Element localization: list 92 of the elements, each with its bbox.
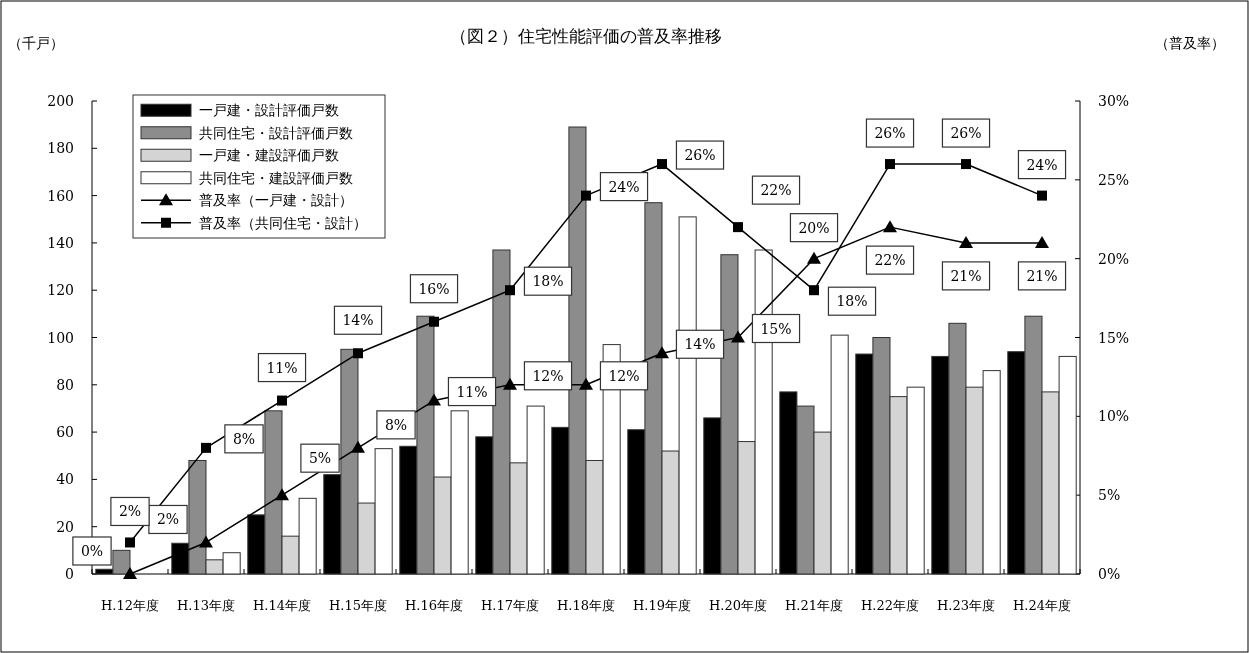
- point: [581, 190, 591, 201]
- point: [503, 377, 517, 390]
- x-tick-label: H.13年度: [176, 598, 236, 613]
- data-label: 11%: [266, 359, 298, 376]
- point: [1035, 235, 1049, 248]
- point: [125, 537, 135, 548]
- data-label: 12%: [532, 367, 564, 384]
- data-label: 14%: [684, 336, 716, 353]
- y2-tick-label: 5%: [1098, 487, 1121, 504]
- point: [885, 159, 895, 170]
- x-tick-label: H.16年度: [404, 598, 464, 613]
- y2-tick-label: 15%: [1098, 329, 1130, 346]
- legend-label: 共同住宅・建設評価戸数: [199, 169, 353, 186]
- data-label: 15%: [760, 320, 792, 337]
- data-label: 20%: [798, 219, 830, 236]
- y-tick-label: 100: [47, 329, 74, 346]
- point: [429, 316, 439, 327]
- y-tick-label: 0: [65, 566, 74, 582]
- data-label: 18%: [532, 273, 564, 290]
- data-label: 22%: [874, 252, 906, 269]
- point: [1037, 190, 1047, 201]
- point: [731, 330, 745, 343]
- y-tick-label: 60: [56, 424, 74, 441]
- y-tick-label: 200: [47, 93, 74, 109]
- y2-axis-title: （普及率）: [1155, 35, 1225, 51]
- point: [579, 377, 593, 390]
- y-tick-label: 20: [56, 518, 74, 535]
- y-tick-label: 140: [47, 234, 74, 251]
- y2-tick-label: 25%: [1098, 171, 1130, 188]
- y-tick-label: 80: [56, 376, 74, 393]
- data-label: 14%: [342, 312, 374, 329]
- data-label: 11%: [456, 383, 488, 400]
- x-tick-label: H.14年度: [252, 598, 312, 613]
- y-tick-label: 180: [47, 140, 74, 157]
- data-label: 24%: [608, 178, 640, 195]
- x-tick-label: H.20年度: [708, 598, 768, 613]
- chart-title: （図２）住宅性能評価の普及率推移: [450, 26, 722, 46]
- point: [199, 535, 213, 548]
- data-label: 21%: [950, 267, 982, 284]
- point: [657, 159, 667, 170]
- point: [807, 251, 821, 264]
- x-tick-label: H.23年度: [936, 598, 996, 613]
- data-label: 26%: [684, 147, 716, 164]
- legend-label: 一戸建・建設評価戸数: [199, 147, 339, 164]
- point: [505, 285, 515, 296]
- x-tick-label: H.19年度: [632, 598, 692, 613]
- y-tick-label: 120: [47, 282, 74, 299]
- data-label: 5%: [308, 450, 332, 467]
- legend-label: 普及率（共同住宅・設計）: [199, 214, 367, 231]
- legend-label: 共同住宅・設計評価戸数: [199, 124, 353, 141]
- point: [733, 222, 743, 233]
- data-label: 22%: [760, 182, 792, 199]
- data-label: 2%: [156, 511, 180, 528]
- point: [277, 395, 287, 406]
- y2-tick-label: 0%: [1098, 566, 1121, 582]
- point: [427, 393, 441, 406]
- x-tick-label: H.18年度: [556, 598, 616, 613]
- point: [275, 488, 289, 501]
- data-label: 26%: [874, 125, 906, 142]
- x-tick-label: H.12年度: [100, 598, 160, 613]
- x-tick-label: H.17年度: [480, 598, 540, 613]
- point: [809, 285, 819, 296]
- point: [655, 346, 669, 359]
- data-label: 12%: [608, 367, 640, 384]
- point: [883, 220, 897, 233]
- point: [201, 442, 211, 453]
- y-axis-title: （千戸）: [8, 35, 64, 51]
- x-tick-label: H.24年度: [1012, 598, 1072, 613]
- y-tick-label: 160: [47, 187, 74, 204]
- y2-tick-label: 20%: [1098, 250, 1130, 267]
- data-label: 0%: [80, 543, 104, 559]
- x-tick-label: H.21年度: [784, 598, 844, 613]
- y2-tick-label: 30%: [1098, 93, 1130, 109]
- data-label: 26%: [950, 125, 982, 142]
- y-tick-label: 40: [56, 471, 74, 488]
- data-label: 16%: [418, 280, 450, 297]
- data-label: 2%: [118, 503, 142, 520]
- data-label: 8%: [384, 416, 408, 433]
- data-label: 18%: [836, 293, 868, 310]
- x-tick-label: H.15年度: [328, 598, 388, 613]
- data-label: 24%: [1026, 156, 1058, 173]
- y2-tick-label: 10%: [1098, 408, 1130, 425]
- legend-label: 普及率（一戸建・設計）: [199, 192, 353, 209]
- point: [123, 567, 137, 579]
- legend-label: 一戸建・設計評価戸数: [199, 102, 339, 119]
- data-label: 21%: [1026, 267, 1058, 284]
- point: [959, 235, 973, 248]
- point: [353, 348, 363, 359]
- point: [351, 440, 365, 453]
- point: [961, 159, 971, 170]
- data-label: 8%: [232, 430, 256, 447]
- x-tick-label: H.22年度: [860, 598, 920, 613]
